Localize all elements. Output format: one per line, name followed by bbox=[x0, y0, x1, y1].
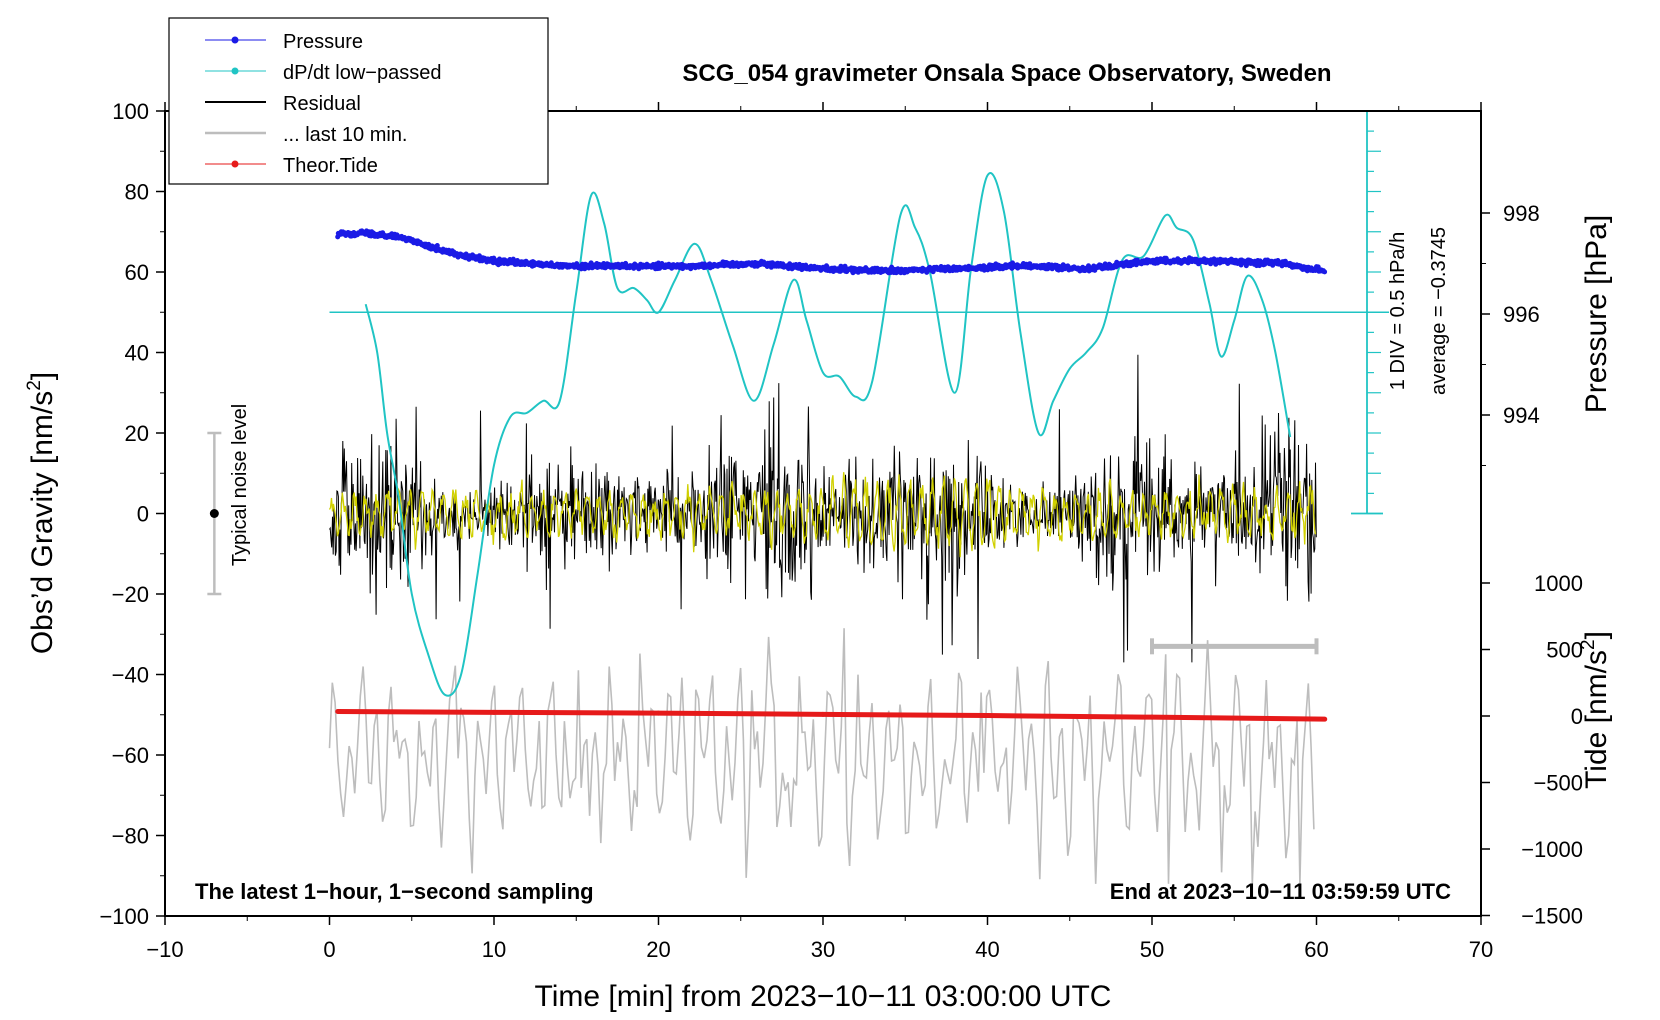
y-tick-label: −80 bbox=[112, 824, 149, 849]
y-axis-label-sup: 2 bbox=[24, 380, 45, 391]
pressure-tick-label: 994 bbox=[1503, 403, 1540, 428]
legend-label-residual: Residual bbox=[283, 93, 361, 115]
dpdt-curve bbox=[364, 172, 1292, 697]
pressure-axis-label: Pressure [hPa] bbox=[1580, 215, 1613, 413]
tide-axis-label-sup: 2 bbox=[1578, 639, 1599, 650]
tide-segment bbox=[985, 713, 1155, 720]
filtered-line bbox=[328, 472, 1317, 558]
y-tick-label: 80 bbox=[125, 180, 149, 205]
x-tick-label: 60 bbox=[1304, 937, 1328, 962]
y-tick-label: 40 bbox=[125, 341, 149, 366]
x-tick-label: −10 bbox=[146, 937, 183, 962]
x-axis-label: Time [min] from 2023−10−11 03:00:00 UTC bbox=[535, 980, 1112, 1013]
x-tick-label: 50 bbox=[1140, 937, 1164, 962]
x-tick-label: 40 bbox=[975, 937, 999, 962]
chart-extras bbox=[207, 431, 1319, 655]
tide-axis-label: Tide [nm/s2] bbox=[1578, 631, 1613, 789]
y-axis-label-main: Obs’d Gravity [nm/s bbox=[26, 391, 59, 654]
pressure-tick-label: 996 bbox=[1503, 302, 1540, 327]
tide-tick-label: −1500 bbox=[1521, 904, 1583, 929]
legend: Pressure dP/dt low−passed Residual ... l… bbox=[168, 17, 549, 185]
tide-tick-label: −500 bbox=[1533, 771, 1583, 796]
tide-ticks: 1000 500 0 −500 −1000 −1500 bbox=[1481, 571, 1583, 929]
legend-marker-dpdt bbox=[231, 67, 239, 75]
y-tick-label: 100 bbox=[112, 99, 149, 124]
x-tick-label: 0 bbox=[323, 937, 335, 962]
pressure-tick-label: 998 bbox=[1503, 201, 1540, 226]
tide-segment bbox=[491, 709, 661, 716]
residual-series bbox=[329, 354, 1317, 663]
legend-label-pressure: Pressure bbox=[283, 31, 363, 53]
x-ticks: −10 0 10 20 30 40 50 60 70 bbox=[146, 102, 1493, 962]
legend-marker-tide bbox=[231, 160, 239, 168]
tide-tick-label: −1000 bbox=[1521, 837, 1583, 862]
y-tick-label: −40 bbox=[112, 663, 149, 688]
noise-center-dot bbox=[209, 509, 219, 518]
tide-segment bbox=[1149, 714, 1328, 722]
tide-segment bbox=[656, 710, 826, 717]
y-axis-label-close: ] bbox=[26, 372, 59, 380]
y-tick-label: −60 bbox=[112, 743, 149, 768]
bottom-right-annotation: End at 2023−10−11 03:59:59 UTC bbox=[1110, 879, 1451, 904]
tide-segment bbox=[335, 709, 497, 715]
legend-marker-pressure bbox=[231, 36, 239, 44]
bottom-left-annotation: The latest 1−hour, 1−second sampling bbox=[195, 879, 594, 904]
legend-label-last10: ... last 10 min. bbox=[283, 124, 408, 146]
filtered-series bbox=[328, 472, 1317, 558]
legend-label-dpdt: dP/dt low−passed bbox=[283, 62, 441, 84]
x-tick-label: 10 bbox=[482, 937, 506, 962]
tide-axis-label-close: ] bbox=[1580, 631, 1613, 639]
pressure-ticks: 998 996 994 bbox=[1481, 201, 1540, 466]
tide-series bbox=[335, 709, 1328, 722]
pressure-series bbox=[335, 228, 1328, 276]
legend-label-tide: Theor.Tide bbox=[283, 155, 378, 177]
tide-tick-label: 1000 bbox=[1534, 571, 1583, 596]
x-tick-label: 20 bbox=[646, 937, 670, 962]
x-tick-label: 70 bbox=[1469, 937, 1493, 962]
noise-label: Typical noise level bbox=[229, 404, 251, 566]
residual-line bbox=[329, 354, 1317, 663]
chart-title: SCG_054 gravimeter Onsala Space Observat… bbox=[682, 60, 1331, 87]
tide-axis-label-main: Tide [nm/s bbox=[1580, 650, 1613, 789]
tide-tick-label: 500 bbox=[1546, 638, 1583, 663]
last10-line bbox=[328, 628, 1315, 884]
y-tick-label: −20 bbox=[112, 582, 149, 607]
pressure-dots bbox=[335, 228, 1328, 276]
div-label: 1 DIV = 0.5 hPa/h bbox=[1387, 232, 1409, 390]
y-ticks: 100 80 60 40 20 0 −20 −40 −60 −80 −100 bbox=[99, 99, 165, 929]
y-tick-label: 0 bbox=[137, 502, 149, 527]
tide-tick-label: 0 bbox=[1571, 704, 1583, 729]
x-tick-label: 30 bbox=[811, 937, 835, 962]
y-tick-label: 20 bbox=[125, 421, 149, 446]
tide-segment bbox=[820, 711, 990, 719]
y-axis-label: Obs’d Gravity [nm/s2] bbox=[24, 372, 59, 654]
last10-series bbox=[328, 628, 1315, 884]
y-tick-label: −100 bbox=[99, 904, 149, 929]
average-label: average = −0.3745 bbox=[1428, 227, 1450, 395]
y-tick-label: 60 bbox=[125, 260, 149, 285]
